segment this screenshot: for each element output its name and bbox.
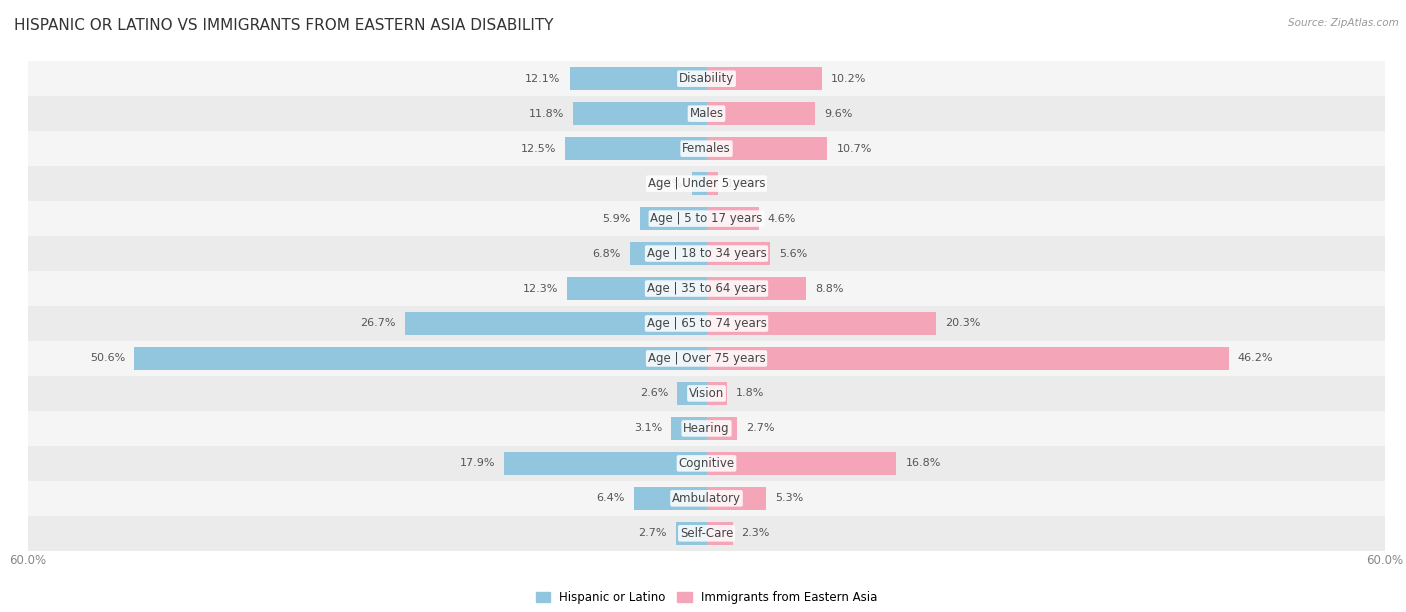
Bar	[28, 341, 1385, 376]
Text: Source: ZipAtlas.com: Source: ZipAtlas.com	[1288, 18, 1399, 28]
Bar	[28, 481, 1385, 516]
Text: Disability: Disability	[679, 72, 734, 85]
Bar	[630, 242, 707, 265]
Bar	[707, 487, 766, 510]
Text: 6.4%: 6.4%	[596, 493, 626, 503]
Text: HISPANIC OR LATINO VS IMMIGRANTS FROM EASTERN ASIA DISABILITY: HISPANIC OR LATINO VS IMMIGRANTS FROM EA…	[14, 18, 554, 34]
Bar	[28, 446, 1385, 481]
Bar	[707, 417, 737, 440]
Text: Males: Males	[689, 107, 724, 120]
Text: 10.2%: 10.2%	[831, 73, 866, 84]
Bar	[28, 61, 1385, 96]
Bar	[28, 306, 1385, 341]
Text: 17.9%: 17.9%	[460, 458, 495, 468]
Bar	[692, 172, 707, 195]
Text: 46.2%: 46.2%	[1237, 354, 1274, 364]
Bar	[28, 236, 1385, 271]
Bar	[28, 166, 1385, 201]
Text: Females: Females	[682, 142, 731, 155]
Text: 2.7%: 2.7%	[638, 528, 666, 539]
Bar	[707, 452, 897, 475]
Bar	[634, 487, 707, 510]
Bar	[676, 522, 707, 545]
Text: 16.8%: 16.8%	[905, 458, 941, 468]
Text: 2.3%: 2.3%	[741, 528, 770, 539]
Bar	[568, 277, 707, 300]
Bar	[707, 347, 1229, 370]
Bar	[569, 67, 707, 90]
Bar	[28, 96, 1385, 131]
Text: 26.7%: 26.7%	[360, 318, 395, 329]
Text: Age | Under 5 years: Age | Under 5 years	[648, 177, 765, 190]
Text: 2.6%: 2.6%	[640, 389, 668, 398]
Legend: Hispanic or Latino, Immigrants from Eastern Asia: Hispanic or Latino, Immigrants from East…	[531, 586, 882, 608]
Bar	[28, 131, 1385, 166]
Bar	[28, 411, 1385, 446]
Text: 20.3%: 20.3%	[945, 318, 980, 329]
Text: Vision: Vision	[689, 387, 724, 400]
Bar	[672, 417, 707, 440]
Text: 9.6%: 9.6%	[824, 109, 852, 119]
Text: Age | Over 75 years: Age | Over 75 years	[648, 352, 765, 365]
Text: Age | 65 to 74 years: Age | 65 to 74 years	[647, 317, 766, 330]
Text: 12.1%: 12.1%	[526, 73, 561, 84]
Text: 2.7%: 2.7%	[747, 424, 775, 433]
Text: 50.6%: 50.6%	[90, 354, 125, 364]
Bar	[135, 347, 707, 370]
Bar	[707, 242, 770, 265]
Bar	[28, 201, 1385, 236]
Bar	[707, 172, 718, 195]
Text: 1.0%: 1.0%	[727, 179, 755, 188]
Bar	[405, 312, 707, 335]
Text: Ambulatory: Ambulatory	[672, 492, 741, 505]
Text: 10.7%: 10.7%	[837, 144, 872, 154]
Text: 5.6%: 5.6%	[779, 248, 807, 258]
Text: 1.8%: 1.8%	[735, 389, 765, 398]
Bar	[678, 382, 707, 405]
Text: 11.8%: 11.8%	[529, 109, 564, 119]
Bar	[707, 277, 806, 300]
Bar	[707, 137, 828, 160]
Text: 5.3%: 5.3%	[776, 493, 804, 503]
Bar	[707, 67, 823, 90]
Text: Hearing: Hearing	[683, 422, 730, 435]
Text: 12.3%: 12.3%	[523, 283, 558, 294]
Text: Age | 18 to 34 years: Age | 18 to 34 years	[647, 247, 766, 260]
Text: Age | 5 to 17 years: Age | 5 to 17 years	[651, 212, 762, 225]
Text: 8.8%: 8.8%	[815, 283, 844, 294]
Text: 3.1%: 3.1%	[634, 424, 662, 433]
Text: Cognitive: Cognitive	[679, 457, 734, 470]
Bar	[707, 312, 936, 335]
Bar	[640, 207, 707, 230]
Text: Self-Care: Self-Care	[681, 527, 733, 540]
Bar	[707, 102, 815, 125]
Text: Age | 35 to 64 years: Age | 35 to 64 years	[647, 282, 766, 295]
Bar	[28, 376, 1385, 411]
Bar	[28, 516, 1385, 551]
Bar	[28, 271, 1385, 306]
Bar	[707, 207, 758, 230]
Text: 4.6%: 4.6%	[768, 214, 796, 223]
Bar	[565, 137, 707, 160]
Text: 12.5%: 12.5%	[520, 144, 557, 154]
Bar	[505, 452, 707, 475]
Text: 6.8%: 6.8%	[592, 248, 620, 258]
Text: 1.3%: 1.3%	[655, 179, 683, 188]
Bar	[707, 382, 727, 405]
Text: 5.9%: 5.9%	[602, 214, 631, 223]
Bar	[574, 102, 707, 125]
Bar	[707, 522, 733, 545]
